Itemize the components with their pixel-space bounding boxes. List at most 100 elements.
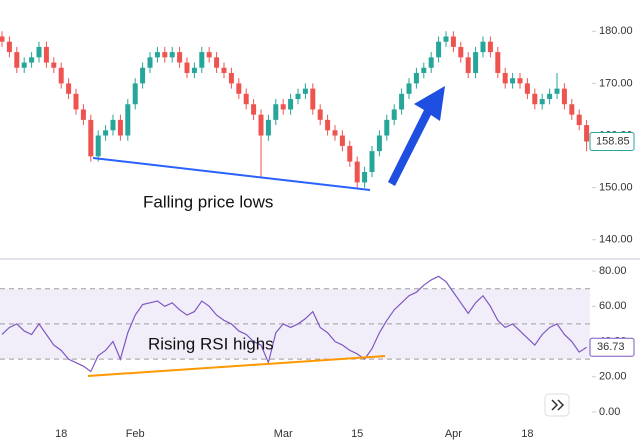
y-tick-label: 20.00 [599, 371, 627, 383]
candle-body [487, 41, 493, 53]
rsi-line [1, 275, 587, 373]
price-annotation: Falling price lows [143, 192, 273, 211]
x-tick-label: Apr [445, 428, 462, 440]
candle-body [29, 57, 35, 63]
candle-body [288, 99, 294, 110]
last-rsi-label: 36.73 [597, 341, 625, 353]
candle-body [162, 52, 168, 58]
candle-body [495, 52, 501, 73]
candle-body [51, 62, 57, 68]
candle-body [362, 172, 368, 183]
candle-body [554, 88, 560, 94]
y-tick-label: 60.00 [599, 300, 627, 312]
candle-body [258, 114, 264, 136]
y-tick-label: 180.00 [599, 25, 633, 37]
candle-body [458, 46, 464, 58]
last-rsi-box [589, 337, 635, 357]
candle-body [103, 130, 109, 136]
candle-body [465, 57, 471, 73]
candle-body [376, 135, 382, 152]
x-tick-label: 18 [55, 428, 67, 440]
candle-body [539, 99, 545, 105]
candle-body [443, 36, 449, 42]
candle-body [140, 67, 146, 84]
candle-body [547, 93, 553, 100]
candle-body [280, 104, 286, 110]
candle-body [206, 52, 212, 58]
candle-body [66, 83, 72, 94]
candle-body [184, 62, 190, 73]
candle-body [413, 72, 419, 84]
arrow [388, 86, 445, 186]
candle-body [406, 83, 412, 94]
candle-body [391, 109, 397, 120]
candle-body [569, 104, 575, 115]
candle-body [584, 125, 590, 142]
candle-body [428, 57, 434, 68]
candle-body [88, 119, 94, 157]
scroll-button[interactable] [544, 393, 570, 417]
y-tick-label: 170.00 [599, 77, 633, 89]
candle-body [332, 130, 338, 136]
y-tick-label: 150.00 [599, 182, 633, 194]
candle-body [347, 145, 353, 162]
candle-body [450, 36, 456, 47]
rsi-band [0, 288, 590, 360]
candle-body [421, 67, 427, 73]
candle-body [221, 67, 227, 73]
candle-body [95, 135, 101, 157]
rsi-annotation: Rising RSI highs [148, 334, 274, 353]
y-tick-label: 0.00 [599, 406, 620, 418]
candle-body [325, 119, 331, 131]
candle-body [532, 93, 538, 105]
candle-body [0, 36, 5, 42]
candle-body [561, 88, 567, 105]
candle-body [177, 52, 183, 63]
candle-body [517, 78, 523, 84]
candle-body [110, 119, 116, 131]
candle-body [524, 83, 530, 94]
candle-body [436, 41, 442, 58]
candle-body [317, 109, 323, 120]
y-tick-label: 80.00 [599, 265, 627, 277]
candle-body [384, 119, 390, 136]
candle-body [265, 119, 271, 136]
candle-body [43, 46, 49, 63]
candle-body [354, 161, 360, 183]
candle-body [132, 83, 138, 105]
candle-body [243, 93, 249, 105]
candle-body [21, 62, 27, 68]
last-price-box [589, 132, 635, 152]
candle-body [510, 78, 516, 84]
candle-body [576, 114, 582, 126]
candle-body [273, 104, 279, 120]
candle-body [14, 52, 20, 68]
x-tick-label: Mar [274, 428, 293, 440]
candle-body [228, 72, 234, 84]
candle-body [125, 104, 131, 136]
candle-body [80, 109, 86, 120]
candle-body [147, 57, 153, 68]
candle-body [251, 104, 257, 115]
last-price-label: 158.85 [596, 135, 630, 147]
candle-body [302, 88, 308, 94]
scroll-icon[interactable] [551, 399, 565, 411]
candle-body [73, 93, 79, 110]
candle-body [399, 93, 405, 110]
candle-body [169, 52, 175, 58]
candle-body [369, 151, 375, 172]
x-tick-label: 15 [351, 428, 363, 440]
candle-body [502, 72, 508, 84]
candle-body [473, 52, 479, 73]
candle-body [191, 67, 197, 73]
x-tick-label: Feb [126, 428, 145, 440]
candle-body [295, 93, 301, 100]
x-tick-label: 18 [521, 428, 533, 440]
trendline-rsi [87, 355, 386, 377]
candle-body [339, 135, 345, 146]
y-tick-label: 140.00 [599, 234, 633, 246]
candle-body [310, 88, 316, 110]
candle-body [117, 119, 123, 136]
